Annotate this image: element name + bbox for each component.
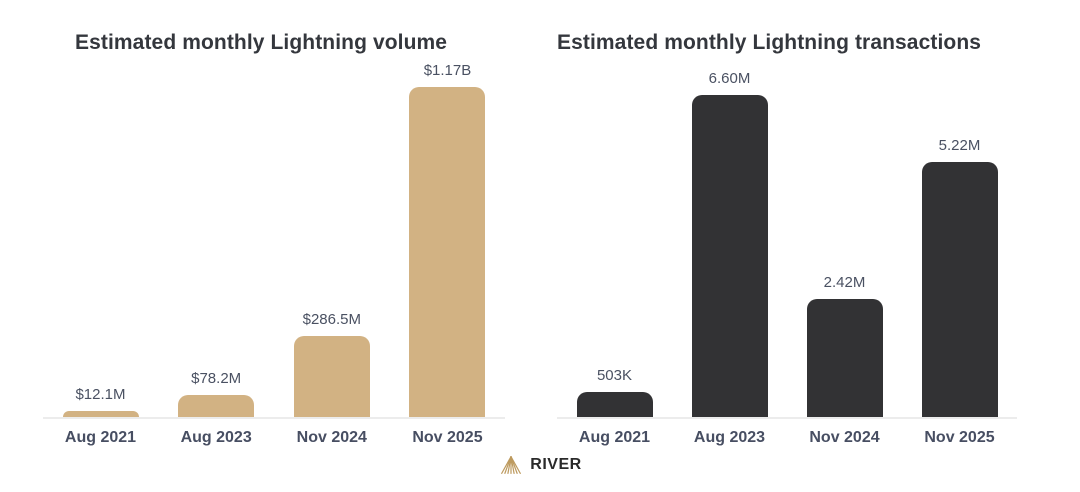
bar bbox=[62, 411, 139, 417]
bar bbox=[921, 162, 998, 417]
bar bbox=[178, 395, 255, 417]
bar-column: 6.60M bbox=[672, 59, 787, 417]
x-tick-label: Nov 2024 bbox=[809, 429, 880, 446]
volume-chart-x-axis: Aug 2021 Aug 2023 Nov 2024 Nov 2025 bbox=[43, 419, 505, 447]
bar bbox=[806, 299, 883, 417]
bar-column: $78.2M bbox=[159, 59, 274, 417]
bar-value-label: 5.22M bbox=[938, 137, 981, 154]
bar bbox=[409, 87, 486, 417]
river-brand-text: RIVER bbox=[530, 456, 582, 473]
x-tick-label: Aug 2021 bbox=[578, 429, 651, 446]
volume-chart-plot: $12.1M $78.2M $286.5M $1.17B bbox=[43, 59, 505, 419]
bar-value-label: 503K bbox=[596, 367, 633, 384]
transactions-chart: Estimated monthly Lightning transactions… bbox=[540, 0, 1080, 447]
bar bbox=[691, 95, 768, 417]
bar-value-label: 2.42M bbox=[823, 274, 866, 291]
bar-value-label: $12.1M bbox=[75, 386, 126, 403]
bar-column: $1.17B bbox=[390, 59, 505, 417]
volume-chart: Estimated monthly Lightning volume $12.1… bbox=[0, 0, 540, 447]
transactions-chart-title: Estimated monthly Lightning transactions bbox=[557, 31, 982, 54]
x-tick-label: Aug 2023 bbox=[180, 429, 252, 446]
transactions-chart-x-axis: Aug 2021 Aug 2023 Nov 2024 Nov 2025 bbox=[557, 419, 1017, 447]
x-tick-label: Nov 2025 bbox=[924, 429, 995, 446]
river-brand-footer: RIVER bbox=[0, 453, 1080, 477]
x-tick-label: Aug 2023 bbox=[693, 429, 766, 446]
x-tick-label: Nov 2025 bbox=[412, 429, 483, 446]
bar-value-label: $1.17B bbox=[423, 62, 472, 79]
bar-column: $12.1M bbox=[43, 59, 158, 417]
bar-value-label: $286.5M bbox=[302, 311, 361, 328]
transactions-chart-plot: 503K 6.60M 2.42M 5.22M bbox=[557, 59, 1017, 419]
x-tick-label: Aug 2021 bbox=[64, 429, 137, 446]
bar-column: 503K bbox=[557, 59, 672, 417]
bar-column: 5.22M bbox=[902, 59, 1017, 417]
bar bbox=[293, 336, 370, 417]
bar bbox=[576, 392, 653, 417]
bar-value-label: 6.60M bbox=[708, 70, 751, 87]
x-tick-label: Nov 2024 bbox=[296, 429, 367, 446]
bar-column: $286.5M bbox=[274, 59, 389, 417]
bar-column: 2.42M bbox=[787, 59, 902, 417]
charts-row: Estimated monthly Lightning volume $12.1… bbox=[0, 0, 1080, 447]
volume-chart-title: Estimated monthly Lightning volume bbox=[75, 31, 448, 54]
bar-value-label: $78.2M bbox=[191, 370, 242, 387]
river-logo-icon bbox=[501, 456, 522, 474]
